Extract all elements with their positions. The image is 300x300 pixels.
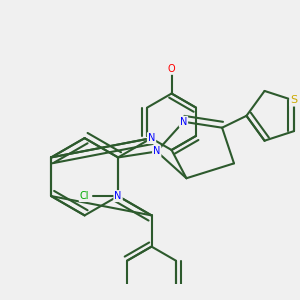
Text: N: N xyxy=(153,146,160,157)
Text: O: O xyxy=(168,64,176,74)
Text: N: N xyxy=(180,117,187,127)
Text: N: N xyxy=(148,133,155,143)
Text: N: N xyxy=(114,191,122,201)
Text: Cl: Cl xyxy=(80,191,89,201)
Text: S: S xyxy=(290,95,297,105)
